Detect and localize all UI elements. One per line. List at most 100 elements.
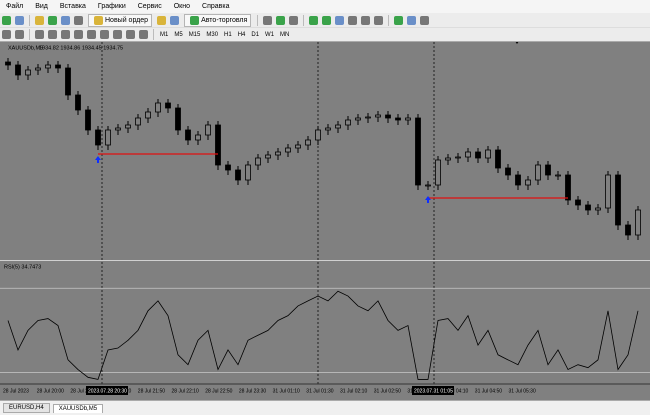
- time-label: 31 Jul 02:10: [340, 388, 367, 394]
- candle-body: [135, 117, 141, 126]
- icon[interactable]: [48, 30, 57, 39]
- icon[interactable]: [289, 15, 299, 25]
- icon[interactable]: [35, 30, 44, 39]
- chart-quote: 1934.82 1934.86 1934.45 1934.75: [39, 45, 123, 51]
- candle-body: [205, 124, 211, 136]
- candle-body: [395, 117, 401, 121]
- new-order-button[interactable]: Новый ордер: [88, 13, 153, 27]
- time-label: 31 Jul 04:10: [441, 388, 468, 394]
- candle-body: [85, 109, 91, 131]
- icon[interactable]: [2, 15, 11, 25]
- candle-body: [325, 127, 331, 131]
- icon[interactable]: [2, 30, 11, 39]
- timeframe-button[interactable]: H4: [237, 31, 246, 38]
- icon[interactable]: [348, 15, 358, 25]
- time-label: 28 Jul 22:50: [205, 388, 232, 394]
- icon[interactable]: [87, 30, 96, 39]
- candle-body: [505, 167, 511, 176]
- icon[interactable]: [15, 30, 24, 39]
- time-label: 28 Jul 23:30: [239, 388, 266, 394]
- candle-body: [545, 164, 551, 176]
- candle-body: [145, 111, 151, 119]
- menu-item[interactable]: Вид: [35, 3, 48, 10]
- icon[interactable]: [157, 15, 167, 25]
- candle-body: [415, 117, 421, 186]
- candle-body: [35, 67, 41, 71]
- icon[interactable]: [407, 15, 417, 25]
- candle-body: [75, 94, 81, 111]
- icon[interactable]: [48, 15, 57, 25]
- candle-body: [295, 144, 301, 149]
- menu-item[interactable]: Справка: [202, 3, 230, 10]
- icon[interactable]: [113, 30, 122, 39]
- menu-item[interactable]: Окно: [173, 3, 191, 10]
- timeframe-button[interactable]: W1: [265, 31, 275, 38]
- candle-body: [535, 164, 541, 181]
- icon[interactable]: [263, 15, 273, 25]
- icon[interactable]: [126, 30, 135, 39]
- auto-trading-button[interactable]: Авто-торговля: [184, 13, 252, 27]
- candle-body: [95, 129, 101, 146]
- candle-body: [575, 199, 581, 206]
- menu-item[interactable]: Файл: [6, 3, 24, 10]
- chart-symbol: XAUUSDb,M5: [8, 45, 43, 51]
- icon[interactable]: [61, 15, 70, 25]
- button-label: Новый ордер: [105, 16, 149, 24]
- icon[interactable]: [100, 30, 109, 39]
- icon[interactable]: [361, 15, 371, 25]
- candle-body: [175, 107, 181, 131]
- icon[interactable]: [15, 15, 24, 25]
- menu-item[interactable]: Сервис: [137, 3, 162, 10]
- icon[interactable]: [394, 15, 404, 25]
- candle-body: [275, 151, 281, 156]
- toolbar: M1 M5 M15 M30 H1 H4 D1 W1 MN: [0, 28, 650, 42]
- chart-tabs: EURUSD,H4 XAUUSDb,M5: [0, 400, 650, 415]
- time-label: 31 Jul 01:30: [306, 388, 333, 394]
- icon[interactable]: [335, 15, 345, 25]
- button-label: Авто-торговля: [201, 16, 248, 24]
- chart-tab[interactable]: XAUUSDb,M5: [52, 403, 104, 413]
- candle-body: [315, 129, 321, 141]
- icon[interactable]: [61, 30, 70, 39]
- icon[interactable]: [35, 15, 44, 25]
- chart-tab[interactable]: EURUSD,H4: [3, 403, 50, 413]
- icon[interactable]: [170, 15, 180, 25]
- icon[interactable]: [74, 30, 83, 39]
- timeframe-button[interactable]: M15: [188, 31, 201, 38]
- candle-body: [115, 127, 121, 131]
- timeframe-button[interactable]: MN: [280, 31, 290, 38]
- candle-body: [215, 124, 221, 166]
- candle-body: [335, 124, 341, 129]
- indicator-line: [7, 290, 639, 380]
- time-label: 31 Jul 02:50: [374, 388, 401, 394]
- timeframe-button[interactable]: M1: [160, 31, 169, 38]
- menu-item[interactable]: Вставка: [59, 3, 86, 10]
- candle-body: [405, 117, 411, 121]
- timeframe-button[interactable]: D1: [251, 31, 260, 38]
- icon[interactable]: [276, 15, 286, 25]
- menu-bar: Файл Вид Вставка Графики Сервис Окно Справка: [0, 0, 650, 13]
- candle-body: [515, 174, 521, 186]
- timeframe-button[interactable]: M30: [206, 31, 219, 38]
- timeframe-button[interactable]: M5: [174, 31, 183, 38]
- time-label: 31 Jul 04:50: [475, 388, 502, 394]
- timeframe-button[interactable]: H1: [224, 31, 232, 38]
- candle-body: [495, 149, 501, 169]
- menu-item[interactable]: Графики: [97, 3, 126, 10]
- icon[interactable]: [139, 30, 148, 39]
- icon[interactable]: [74, 15, 83, 25]
- candle-body: [125, 124, 131, 129]
- icon[interactable]: [309, 15, 319, 25]
- candle-body: [445, 157, 451, 161]
- icon[interactable]: [420, 15, 430, 25]
- timeframes: M1 M5 M15 M30 H1 H4 D1 W1 MN: [157, 32, 292, 38]
- time-label: 28 Jul 2023: [3, 388, 29, 394]
- cursor-label-bg: [86, 386, 128, 395]
- candle-body: [425, 184, 431, 187]
- candle-body: [195, 134, 201, 141]
- toolbar: Новый ордер Авто-торговля: [0, 13, 650, 28]
- icon[interactable]: [322, 15, 332, 25]
- time-label: 31 Jul 01:10: [273, 388, 300, 394]
- icon[interactable]: [374, 15, 384, 25]
